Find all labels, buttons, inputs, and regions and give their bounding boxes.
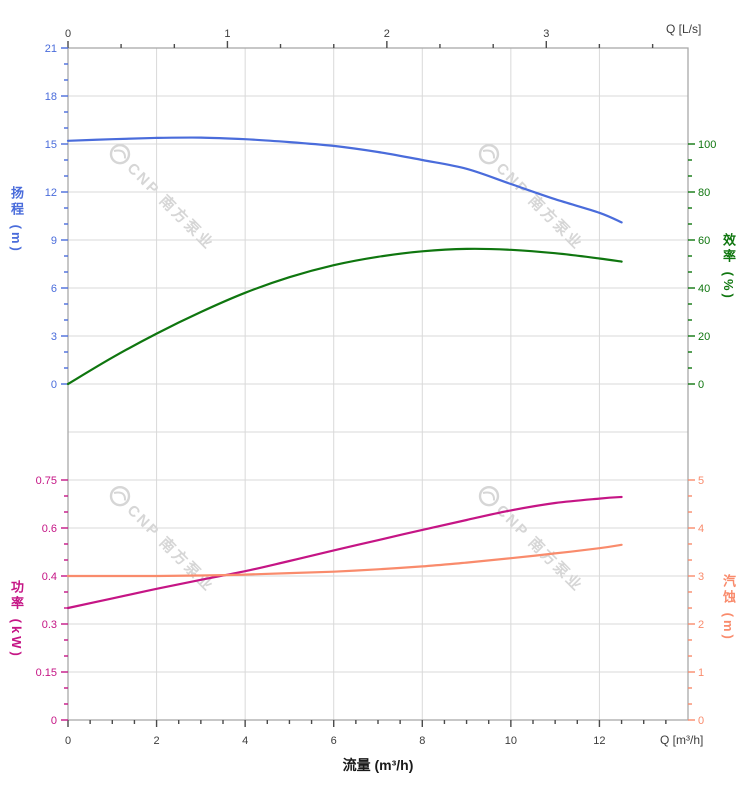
bottom-tick-label: 8 <box>419 735 425 747</box>
watermark-layer: CNP 南方泵业 CNP 南方泵业 CNP 南方泵业 CNP 南方泵业 <box>109 143 587 596</box>
head-axis: 0 3 6 9 12 15 18 21 <box>45 43 68 391</box>
head-tick-label: 0 <box>51 379 57 391</box>
watermark-text: CNP 南方泵业 <box>124 159 218 253</box>
head-tick-label: 9 <box>51 235 57 247</box>
head-tick-label: 3 <box>51 331 57 343</box>
head-tick-label: 6 <box>51 283 57 295</box>
npsh-tick-label: 3 <box>698 571 704 583</box>
cnp-logo-watermark: CNP 南方泵业 <box>478 143 587 254</box>
top-tick-label: 3 <box>543 28 549 40</box>
x-axis-title: 流量 (m³/h) <box>342 757 414 773</box>
head-tick-label: 15 <box>45 139 57 151</box>
bottom-tick-label: 10 <box>505 735 517 747</box>
efficiency-axis-title: 效率 (%) <box>721 233 736 301</box>
watermark-text: CNP 南方泵业 <box>493 159 587 253</box>
head-axis-title: 扬程 (m) <box>9 186 24 254</box>
eff-tick-label: 20 <box>698 331 710 343</box>
bottom-tick-label: 6 <box>331 735 337 747</box>
power-tick-label: 0.75 <box>36 475 57 487</box>
head-tick-label: 18 <box>45 91 57 103</box>
power-tick-label: 0.15 <box>36 667 57 679</box>
cnp-logo-watermark: CNP 南方泵业 <box>109 143 218 254</box>
watermark-text: CNP 南方泵业 <box>493 501 587 595</box>
power-tick-label: 0.3 <box>42 619 57 631</box>
bottom-tick-label: 0 <box>65 735 71 747</box>
top-tick-label: 2 <box>384 28 390 40</box>
npsh-axis: 0 1 2 3 4 5 <box>688 475 704 727</box>
bottom-tick-label: 12 <box>593 735 605 747</box>
npsh-tick-label: 4 <box>698 523 704 535</box>
eff-tick-label: 80 <box>698 187 710 199</box>
npsh-tick-label: 5 <box>698 475 704 487</box>
power-tick-label: 0 <box>51 715 57 727</box>
eff-axis: 0 20 40 60 80 100 <box>688 139 716 391</box>
watermark-text: CNP 南方泵业 <box>124 501 218 595</box>
eff-tick-label: 60 <box>698 235 710 247</box>
top-flow-unit-label: Q [L/s] <box>666 22 702 36</box>
power-tick-label: 0.6 <box>42 523 57 535</box>
功率-curve <box>66 495 623 610</box>
head-tick-label: 21 <box>45 43 57 55</box>
npsh-axis-title: 汽蚀 (m) <box>721 574 736 642</box>
power-tick-label: 0.4 <box>42 571 57 583</box>
power-axis: 0 0.15 0.3 0.4 0.6 0.75 <box>36 475 68 727</box>
top-tick-label: 1 <box>224 28 230 40</box>
gridlines <box>68 48 688 720</box>
power-axis-title: 功率 (kW) <box>9 580 24 659</box>
bottom-flow-unit-label: Q [m³/h] <box>660 733 704 747</box>
eff-tick-label: 40 <box>698 283 710 295</box>
npsh-tick-label: 0 <box>698 715 704 727</box>
汽蚀-curve <box>66 543 623 578</box>
eff-tick-label: 100 <box>698 139 716 151</box>
top-tick-label: 0 <box>65 28 71 40</box>
扬程-curve <box>66 136 623 224</box>
效率-curve <box>66 247 623 386</box>
bottom-axis: 0 2 4 6 8 10 12 <box>65 720 667 747</box>
bottom-tick-label: 4 <box>242 735 248 747</box>
top-axis: 0 1 2 3 <box>65 28 654 48</box>
npsh-tick-label: 2 <box>698 619 704 631</box>
eff-tick-label: 0 <box>698 379 704 391</box>
head-tick-label: 12 <box>45 187 57 199</box>
bottom-tick-label: 2 <box>154 735 160 747</box>
npsh-tick-label: 1 <box>698 667 704 679</box>
